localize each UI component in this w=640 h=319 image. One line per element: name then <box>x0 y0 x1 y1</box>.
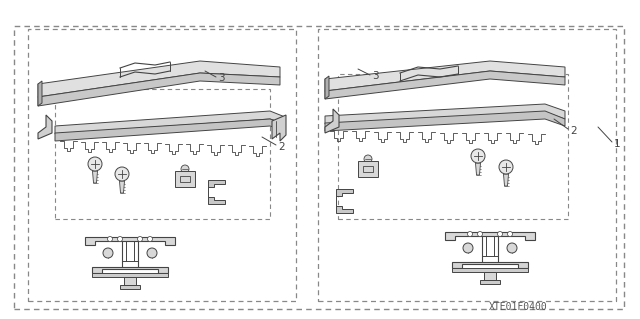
Polygon shape <box>208 197 225 204</box>
Bar <box>28 29 296 301</box>
Polygon shape <box>120 285 140 289</box>
Polygon shape <box>38 61 280 97</box>
Polygon shape <box>336 189 353 196</box>
Polygon shape <box>358 161 378 177</box>
Text: 2: 2 <box>570 126 577 136</box>
Polygon shape <box>92 267 168 273</box>
Circle shape <box>508 232 513 236</box>
Polygon shape <box>325 76 329 99</box>
Polygon shape <box>325 109 339 133</box>
Bar <box>55 89 270 219</box>
Circle shape <box>108 236 113 241</box>
Circle shape <box>467 232 472 236</box>
Polygon shape <box>325 71 565 99</box>
Text: 3: 3 <box>372 71 379 81</box>
Circle shape <box>364 155 372 163</box>
Bar <box>14 26 624 309</box>
Circle shape <box>147 236 152 241</box>
Circle shape <box>118 236 122 241</box>
Circle shape <box>181 165 189 173</box>
Circle shape <box>497 232 502 236</box>
Polygon shape <box>272 115 286 141</box>
Polygon shape <box>38 73 280 106</box>
Circle shape <box>471 149 485 163</box>
Polygon shape <box>476 163 481 175</box>
Text: 3: 3 <box>218 73 225 83</box>
Polygon shape <box>336 206 353 213</box>
Polygon shape <box>124 277 136 285</box>
Circle shape <box>499 160 513 174</box>
Circle shape <box>138 236 143 241</box>
Polygon shape <box>325 61 565 91</box>
Circle shape <box>88 157 102 171</box>
Polygon shape <box>452 268 528 272</box>
Circle shape <box>507 243 517 253</box>
Polygon shape <box>480 280 500 284</box>
Text: 1: 1 <box>614 139 621 149</box>
Polygon shape <box>85 237 175 245</box>
Polygon shape <box>504 174 509 186</box>
Polygon shape <box>55 111 285 134</box>
Circle shape <box>463 243 473 253</box>
Text: XTE01F0400: XTE01F0400 <box>488 302 547 312</box>
Polygon shape <box>55 119 285 141</box>
Polygon shape <box>38 115 52 139</box>
Polygon shape <box>445 232 535 240</box>
Polygon shape <box>175 171 195 187</box>
Circle shape <box>147 248 157 258</box>
Polygon shape <box>325 104 565 124</box>
Polygon shape <box>325 111 565 131</box>
Polygon shape <box>120 181 125 193</box>
Polygon shape <box>38 81 42 106</box>
Text: 2: 2 <box>278 142 285 152</box>
Circle shape <box>103 248 113 258</box>
Polygon shape <box>93 171 97 183</box>
Polygon shape <box>484 272 496 280</box>
Polygon shape <box>452 262 528 268</box>
Bar <box>318 29 616 301</box>
Circle shape <box>115 167 129 181</box>
Polygon shape <box>208 180 225 187</box>
Polygon shape <box>92 273 168 277</box>
Circle shape <box>477 232 483 236</box>
Bar <box>338 74 568 219</box>
